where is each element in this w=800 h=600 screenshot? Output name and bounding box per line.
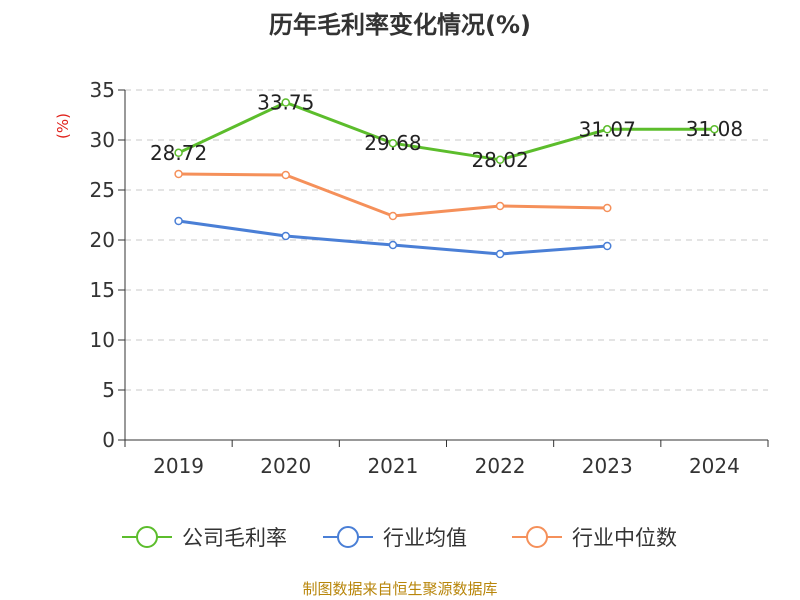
- x-tick-label: 2021: [367, 454, 418, 478]
- y-tick-label: 30: [90, 128, 115, 152]
- data-point: [281, 98, 290, 107]
- y-tick-label: 20: [90, 228, 115, 252]
- series-line: [177, 101, 715, 162]
- legend-label: 公司毛利率: [182, 526, 287, 550]
- legend-marker: [337, 526, 359, 548]
- data-point: [388, 138, 398, 148]
- y-tick-label: 5: [102, 378, 115, 402]
- data-labels: 28.72 33.75 29.68 28.02 31.07 31.08: [150, 91, 743, 172]
- series-0: [174, 98, 719, 165]
- data-point: [495, 155, 505, 165]
- data-label: 31.07: [579, 117, 636, 141]
- legend-label: 行业均值: [383, 526, 467, 550]
- data-point: [603, 203, 612, 213]
- y-tick-label: 25: [90, 178, 115, 202]
- y-tick-label: 15: [90, 278, 115, 302]
- legend-item-1[interactable]: 行业均值: [323, 526, 467, 550]
- data-label: 33.75: [257, 91, 314, 115]
- legend-item-2[interactable]: 行业中位数: [512, 526, 677, 550]
- legend-item-0[interactable]: 公司毛利率: [122, 526, 287, 550]
- data-label: 28.02: [471, 148, 528, 172]
- source-note: 制图数据来自恒生聚源数据库: [302, 580, 497, 598]
- legend[interactable]: 公司毛利率 行业均值 行业中位数: [122, 526, 677, 550]
- data-point: [174, 216, 183, 226]
- data-point: [495, 249, 505, 259]
- data-point: [281, 231, 290, 241]
- data-label: 28.72: [150, 141, 207, 165]
- y-tick-label: 0: [102, 428, 115, 452]
- data-label: 29.68: [364, 131, 421, 155]
- chart-title: 历年毛利率变化情况(%): [269, 11, 531, 39]
- legend-label: 行业中位数: [572, 526, 677, 550]
- y-tick-label: 35: [90, 78, 115, 102]
- data-point: [174, 169, 183, 179]
- data-point: [388, 240, 398, 250]
- grid-lines: [125, 89, 768, 391]
- data-label: 31.08: [686, 117, 743, 141]
- x-tick-label: 2022: [475, 454, 526, 478]
- legend-marker: [526, 526, 548, 548]
- axes: [118, 89, 769, 447]
- x-tick-label: 2023: [582, 454, 633, 478]
- data-point: [388, 211, 398, 221]
- x-tick-labels: 2019 2020 2021 2022 2023 2024: [153, 454, 740, 478]
- series-lines: [174, 98, 719, 259]
- data-point: [710, 124, 719, 134]
- x-tick-label: 2019: [153, 454, 204, 478]
- series-line: [178, 172, 608, 218]
- data-point: [603, 125, 612, 134]
- legend-marker: [136, 526, 158, 548]
- data-point: [495, 201, 505, 211]
- series-1: [174, 216, 612, 259]
- y-axis-unit: (%): [54, 113, 72, 139]
- y-tick-label: 10: [90, 328, 115, 352]
- series-2: [174, 169, 612, 221]
- data-point: [281, 170, 290, 180]
- x-tick-label: 2024: [689, 454, 740, 478]
- y-tick-labels: 0 5 10 15 20 25 30 35: [90, 78, 115, 452]
- data-point: [174, 148, 183, 158]
- x-tick-label: 2020: [260, 454, 311, 478]
- data-point: [603, 241, 612, 251]
